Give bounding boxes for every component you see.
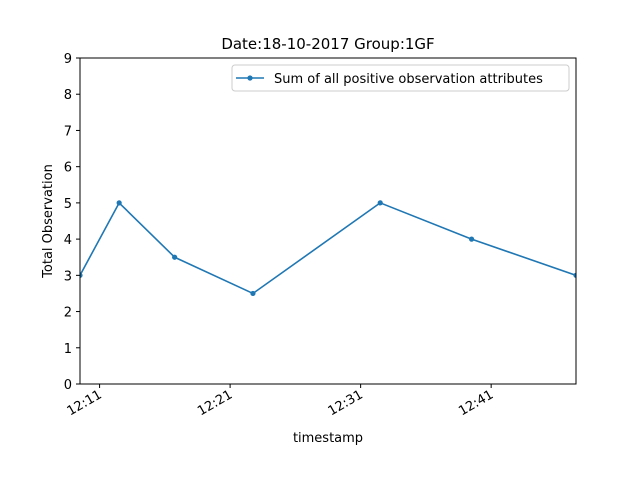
chart-title: Date:18-10-2017 Group:1GF — [221, 35, 434, 53]
y-tick-label: 4 — [64, 233, 72, 248]
y-tick-label: 3 — [64, 269, 72, 284]
y-tick-label: 2 — [64, 306, 72, 321]
plot-area — [80, 200, 576, 297]
y-tick-label: 6 — [64, 161, 72, 176]
y-tick-label: 9 — [64, 52, 72, 67]
y-tick-label: 7 — [64, 124, 72, 139]
y-tick-label: 5 — [64, 197, 72, 212]
data-point — [250, 290, 256, 297]
plot-frame — [79, 57, 577, 385]
y-tick-label: 0 — [64, 378, 72, 393]
legend-box — [231, 64, 570, 92]
legend-marker — [247, 75, 253, 81]
legend: Sum of all positive observation attribut… — [231, 64, 570, 92]
data-point — [80, 272, 83, 278]
y-tick-label: 1 — [64, 342, 72, 357]
legend-label: Sum of all positive observation attribut… — [274, 72, 543, 87]
data-point — [172, 254, 178, 260]
series-group — [80, 200, 576, 297]
y-axis: 0 1 2 3 4 5 6 7 8 9 — [64, 52, 80, 393]
x-axis-label: timestamp — [293, 431, 363, 446]
y-tick-label: 8 — [64, 88, 72, 103]
y-axis-label: Total Observation — [41, 164, 56, 279]
data-point — [573, 272, 576, 278]
data-point — [116, 200, 122, 206]
data-point — [377, 200, 383, 206]
data-point — [468, 236, 475, 242]
